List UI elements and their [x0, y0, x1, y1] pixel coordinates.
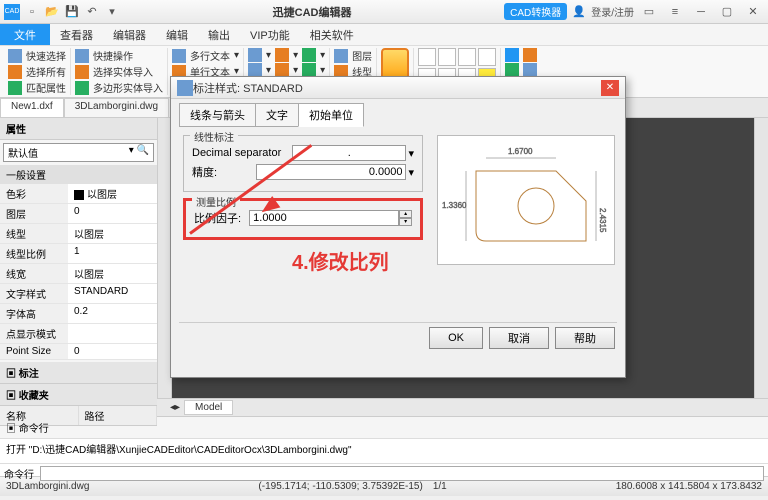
user-icon: 👤	[571, 4, 587, 20]
prop-row[interactable]: 点显示模式	[0, 324, 157, 344]
quick-ops[interactable]: 快捷操作	[93, 48, 133, 63]
match-props[interactable]: 匹配属性	[26, 80, 66, 95]
status-dims: 180.6008 x 141.5804 x 173.8432	[616, 481, 762, 492]
entity-import[interactable]: 选择实体导入	[93, 64, 153, 79]
model-tab[interactable]: Model	[184, 400, 233, 415]
decimal-sep-label: Decimal separator	[192, 147, 292, 159]
layer-btn[interactable]: 图层	[352, 48, 372, 63]
new-icon[interactable]: ▫	[24, 4, 40, 20]
prop-row[interactable]: 线宽以图层	[0, 264, 157, 284]
dlg-tab-units[interactable]: 初始单位	[298, 103, 364, 127]
ribbon-select-group: 快速选择 选择所有 匹配属性	[4, 48, 71, 95]
tool-icon[interactable]	[418, 48, 436, 66]
prop-row[interactable]: 线型比例1	[0, 244, 157, 264]
right-toolbar[interactable]	[754, 118, 768, 398]
doc-tab-2[interactable]: 3DLamborgini.dwg	[64, 98, 169, 117]
poly-import[interactable]: 多边形实体导入	[93, 80, 163, 95]
prop-row[interactable]: Point Size0	[0, 344, 157, 360]
undo-icon[interactable]: ↶	[84, 4, 100, 20]
menu-vip[interactable]: VIP功能	[240, 24, 300, 45]
preview-pane: 1.6700 1.3360 2.4315	[437, 135, 615, 265]
menu-file[interactable]: 文件	[0, 24, 50, 45]
cmd-label: 命令行	[4, 466, 34, 481]
dlg-tab-lines[interactable]: 线条与箭头	[179, 103, 256, 127]
status-page: 1/1	[433, 481, 447, 492]
scale-fieldset: 测量比例 比例因子:▴▾	[183, 198, 423, 240]
precision-label: 精度:	[192, 164, 256, 180]
spin-up[interactable]: ▴	[399, 210, 412, 218]
svg-text:2.4315: 2.4315	[598, 208, 607, 233]
dropdown-icon[interactable]: ▾	[104, 4, 120, 20]
maximize-button[interactable]: ▢	[716, 3, 738, 21]
cad-convert-badge[interactable]: CAD转换器	[504, 3, 567, 20]
menu-related[interactable]: 相关软件	[300, 24, 364, 45]
prop-row[interactable]: 图层0	[0, 204, 157, 224]
prop-row[interactable]: 线型以图层	[0, 224, 157, 244]
cmd-input[interactable]	[40, 466, 764, 481]
login-link[interactable]: 登录/注册	[591, 4, 634, 19]
prop-row[interactable]: 文字样式STANDARD	[0, 284, 157, 304]
app-title: 迅捷CAD编辑器	[120, 4, 504, 20]
menu-editor[interactable]: 编辑器	[103, 24, 156, 45]
props-title: 属性	[0, 118, 157, 140]
dlg-tab-text[interactable]: 文字	[255, 103, 299, 127]
default-dropdown[interactable]: 默认值▾ 🔍	[3, 143, 154, 162]
tool-icon[interactable]	[478, 48, 496, 66]
menu-output[interactable]: 输出	[198, 24, 240, 45]
dialog-icon	[177, 80, 193, 96]
svg-text:1.3360: 1.3360	[442, 201, 467, 210]
doc-tab-1[interactable]: New1.dxf	[0, 98, 64, 117]
status-coords: (-195.1714; -110.5309; 3.75392E-15)	[258, 481, 422, 492]
dialog-close-button[interactable]: ✕	[601, 80, 619, 96]
ribbon-toggle-icon[interactable]: ▭	[638, 3, 660, 21]
quick-select[interactable]: 快速选择	[26, 48, 66, 63]
dimstyle-dialog: 标注样式: STANDARD ✕ 线条与箭头 文字 初始单位 线性标注 Deci…	[170, 76, 626, 378]
ok-button[interactable]: OK	[429, 327, 483, 349]
select-all[interactable]: 选择所有	[26, 64, 66, 79]
close-button[interactable]: ✕	[742, 3, 764, 21]
tool-icon[interactable]	[438, 48, 456, 66]
open-icon[interactable]: 📂	[44, 4, 60, 20]
annotation-text: 4.修改比列	[292, 246, 389, 275]
multiline-text[interactable]: 多行文本	[190, 48, 230, 63]
cmdline-title: 命令行	[19, 424, 49, 435]
prop-row[interactable]: 色彩以图层	[0, 184, 157, 204]
fav-col-path: 路径	[79, 406, 158, 425]
ribbon-edit-group: 快捷操作 选择实体导入 多边形实体导入	[71, 48, 168, 95]
save-icon[interactable]: 💾	[64, 4, 80, 20]
app-icon: CAD	[4, 4, 20, 20]
status-file: 3DLamborgini.dwg	[6, 481, 89, 492]
prop-row[interactable]: 字体高0.2	[0, 304, 157, 324]
general-section: 一般设置	[0, 165, 157, 184]
menu-icon[interactable]: ≡	[664, 3, 686, 21]
minimize-button[interactable]: ─	[690, 3, 712, 21]
cancel-button[interactable]: 取消	[489, 327, 549, 349]
menu-viewer[interactable]: 查看器	[50, 24, 103, 45]
fav-title: ▣ 收藏夹	[0, 384, 157, 406]
dialog-title: 标注样式: STANDARD	[193, 80, 601, 96]
menu-edit[interactable]: 编辑	[156, 24, 198, 45]
help-button[interactable]: 帮助	[555, 327, 615, 349]
svg-text:1.6700: 1.6700	[508, 147, 533, 156]
spin-down[interactable]: ▾	[399, 218, 412, 226]
cmd-history: 打开 "D:\迅捷CAD编辑器\XunjieCADEditor\CADEdito…	[0, 439, 768, 463]
anno-title: ▣ 标注	[0, 362, 157, 384]
tool-icon[interactable]	[458, 48, 476, 66]
linear-fieldset: 线性标注 Decimal separator▾ 精度:▾	[183, 135, 423, 192]
